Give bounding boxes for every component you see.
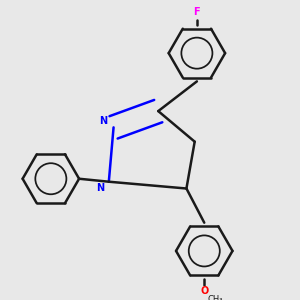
Text: O: O [200, 286, 208, 296]
Text: N: N [100, 116, 108, 126]
Text: CH₃: CH₃ [207, 295, 223, 300]
Text: N: N [96, 183, 104, 193]
Text: F: F [194, 8, 200, 17]
